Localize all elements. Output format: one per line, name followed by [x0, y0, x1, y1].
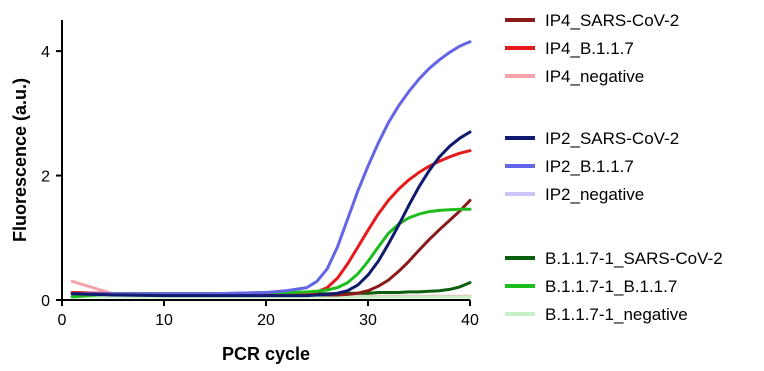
legend-label: B.1.1.7-1_negative: [545, 305, 688, 324]
x-tick-label: 20: [257, 312, 275, 329]
legend-label: IP2_SARS-CoV-2: [545, 129, 679, 148]
legend-label: B.1.1.7-1_SARS-CoV-2: [545, 249, 723, 268]
legend-label: IP2_negative: [545, 185, 644, 204]
legend-label: IP4_SARS-CoV-2: [545, 11, 679, 30]
legend-label: IP4_negative: [545, 67, 644, 86]
x-tick-label: 0: [58, 312, 67, 329]
plot-lines: [72, 42, 470, 297]
series-line-3: [72, 132, 470, 296]
x-ticks: 0 10 20 30 40: [58, 300, 479, 329]
x-axis-title: PCR cycle: [222, 344, 310, 364]
y-ticks: 0 2 4: [41, 44, 62, 310]
axes: [62, 20, 470, 300]
y-tick-label: 2: [41, 169, 50, 186]
legend-label: IP2_B.1.1.7: [545, 157, 634, 176]
series-line-1: [72, 151, 470, 294]
x-tick-label: 40: [461, 312, 479, 329]
legend-label: IP4_B.1.1.7: [545, 39, 634, 58]
y-axis-title: Fluorescence (a.u.): [10, 78, 30, 242]
y-tick-label: 4: [41, 44, 50, 61]
legend: IP4_SARS-CoV-2 IP4_B.1.1.7 IP4_negative IP2…: [505, 11, 723, 324]
series-line-7: [72, 209, 470, 297]
series-line-4: [72, 42, 470, 294]
x-tick-label: 10: [155, 312, 173, 329]
legend-label: B.1.1.7-1_B.1.1.7: [545, 277, 677, 296]
y-tick-label: 0: [41, 293, 50, 310]
x-tick-label: 30: [359, 312, 377, 329]
series-line-0: [72, 200, 470, 295]
